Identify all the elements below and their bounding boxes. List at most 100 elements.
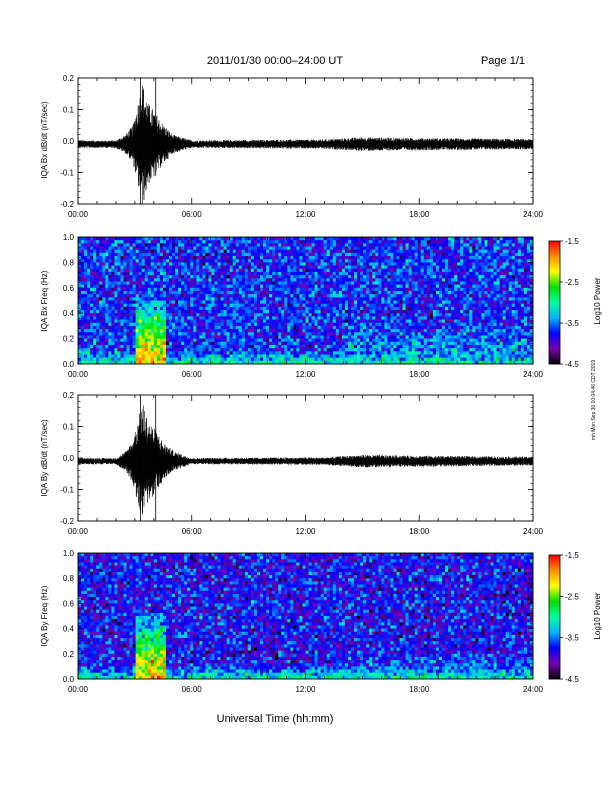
spectrogram-cell — [372, 259, 376, 263]
spectrogram-cell — [405, 319, 409, 324]
spectrogram-cell — [454, 303, 458, 308]
spectrogram-cell — [193, 316, 197, 320]
spectrogram-cell — [363, 329, 367, 333]
spectrogram-cell — [323, 306, 328, 311]
spectrogram-cell — [169, 240, 173, 244]
spectrogram-cell — [463, 262, 467, 266]
spectrogram-cell — [205, 281, 209, 285]
plot-frame — [77, 77, 534, 205]
spectrogram-cell — [232, 262, 237, 266]
spectrogram-cell — [269, 243, 273, 247]
spectrogram-cell — [253, 303, 258, 308]
spectrogram-cell — [232, 300, 237, 305]
spectrogram-cell — [141, 287, 146, 292]
spectrogram-cell — [81, 243, 85, 247]
spectrogram-cell — [320, 297, 325, 301]
spectrogram-cell — [520, 287, 525, 292]
spectrogram-cell — [520, 316, 525, 320]
spectrogram-cell — [138, 237, 143, 241]
spectrogram-cell — [223, 338, 227, 343]
spectrogram-cell — [235, 297, 240, 301]
spectrogram-cell — [247, 281, 252, 285]
spectrogram-cell — [335, 329, 340, 333]
spectrogram-cell — [363, 319, 367, 324]
spectrogram-cell — [448, 310, 452, 314]
spectrogram-cell — [96, 313, 100, 317]
spectrogram-cell — [399, 246, 403, 251]
spectrogram-cell — [217, 316, 221, 320]
spectrogram-cell — [487, 306, 491, 311]
spectrogram-cell — [435, 256, 440, 260]
spectrogram-cell — [448, 329, 452, 333]
spectrogram-cell — [84, 275, 88, 279]
spectrogram-cell — [360, 325, 364, 330]
spectrogram-cell — [232, 303, 237, 308]
spectrogram-cell — [414, 252, 419, 257]
spectrogram-cell — [490, 284, 494, 289]
spectrogram-cell — [232, 332, 237, 336]
spectrogram-cell — [241, 281, 246, 285]
spectrogram-cell — [490, 325, 494, 330]
spectrogram-cell — [438, 252, 443, 257]
spectrogram-cell — [205, 303, 209, 308]
spectrogram-cell — [332, 284, 337, 289]
spectrogram-cell — [363, 268, 367, 273]
spectrogram-cell — [366, 300, 370, 305]
spectrogram-cell — [241, 316, 246, 320]
spectrogram-cell — [375, 237, 379, 241]
spectrogram-cell — [229, 265, 234, 270]
spectrogram-cell — [423, 281, 428, 285]
spectrogram-cell — [111, 319, 115, 324]
spectrogram-cell — [217, 243, 221, 247]
spectrogram-cell — [405, 262, 409, 266]
spectrogram-cell — [508, 262, 513, 266]
spectrogram-cell — [344, 284, 349, 289]
spectrogram-cell — [296, 249, 300, 254]
spectrogram-cell — [117, 262, 121, 266]
spectrogram-cell — [202, 259, 206, 263]
spectrogram-cell — [384, 275, 388, 279]
spectrogram-cell — [399, 259, 403, 263]
spectrogram-cell — [211, 322, 215, 327]
spectrogram-cell — [93, 335, 97, 339]
spectrogram-cell — [463, 275, 467, 279]
spectrogram-cell — [335, 243, 340, 247]
spectrogram-cell — [323, 281, 328, 285]
spectrogram-cell — [487, 316, 491, 320]
spectrogram-cell — [129, 268, 133, 273]
spectrogram-cell — [193, 300, 197, 305]
spectrogram-cell — [202, 316, 206, 320]
spectrogram-cell — [102, 332, 106, 336]
spectrogram-cell — [102, 265, 106, 270]
spectrogram-cell — [514, 246, 519, 251]
spectrogram-cell — [381, 332, 385, 336]
spectrogram-cell — [250, 290, 255, 295]
spectrogram-cell — [208, 240, 212, 244]
spectrogram-cell — [217, 294, 221, 298]
spectrogram-cell — [138, 271, 143, 276]
spectrogram-cell — [311, 325, 315, 330]
spectrogram-cell — [96, 237, 100, 241]
spectrogram-cell — [190, 243, 194, 247]
spectrogram-cell — [305, 297, 309, 301]
spectrogram-cell — [220, 319, 224, 324]
spectrogram-cell — [111, 316, 115, 320]
spectrogram-cell — [472, 246, 476, 251]
spectrogram-cell — [466, 265, 470, 270]
spectrogram-cell — [111, 332, 115, 336]
spectrogram-cell — [442, 262, 446, 266]
spectrogram-cell — [269, 325, 273, 330]
spectrogram-cell — [469, 325, 473, 330]
spectrogram-cell — [408, 287, 413, 292]
spectrogram-cell — [435, 290, 440, 295]
spectrogram-cell — [275, 306, 279, 311]
spectrogram-cell — [317, 325, 322, 330]
spectrogram-cell — [135, 313, 140, 317]
spectrogram-cell — [129, 325, 133, 330]
spectrogram-cell — [135, 300, 140, 305]
spectrogram-cell — [354, 237, 358, 241]
spectrogram-cell — [451, 252, 455, 257]
spectrogram-cell — [135, 265, 140, 270]
spectrogram-cell — [405, 243, 409, 247]
spectrogram-cell — [111, 306, 115, 311]
